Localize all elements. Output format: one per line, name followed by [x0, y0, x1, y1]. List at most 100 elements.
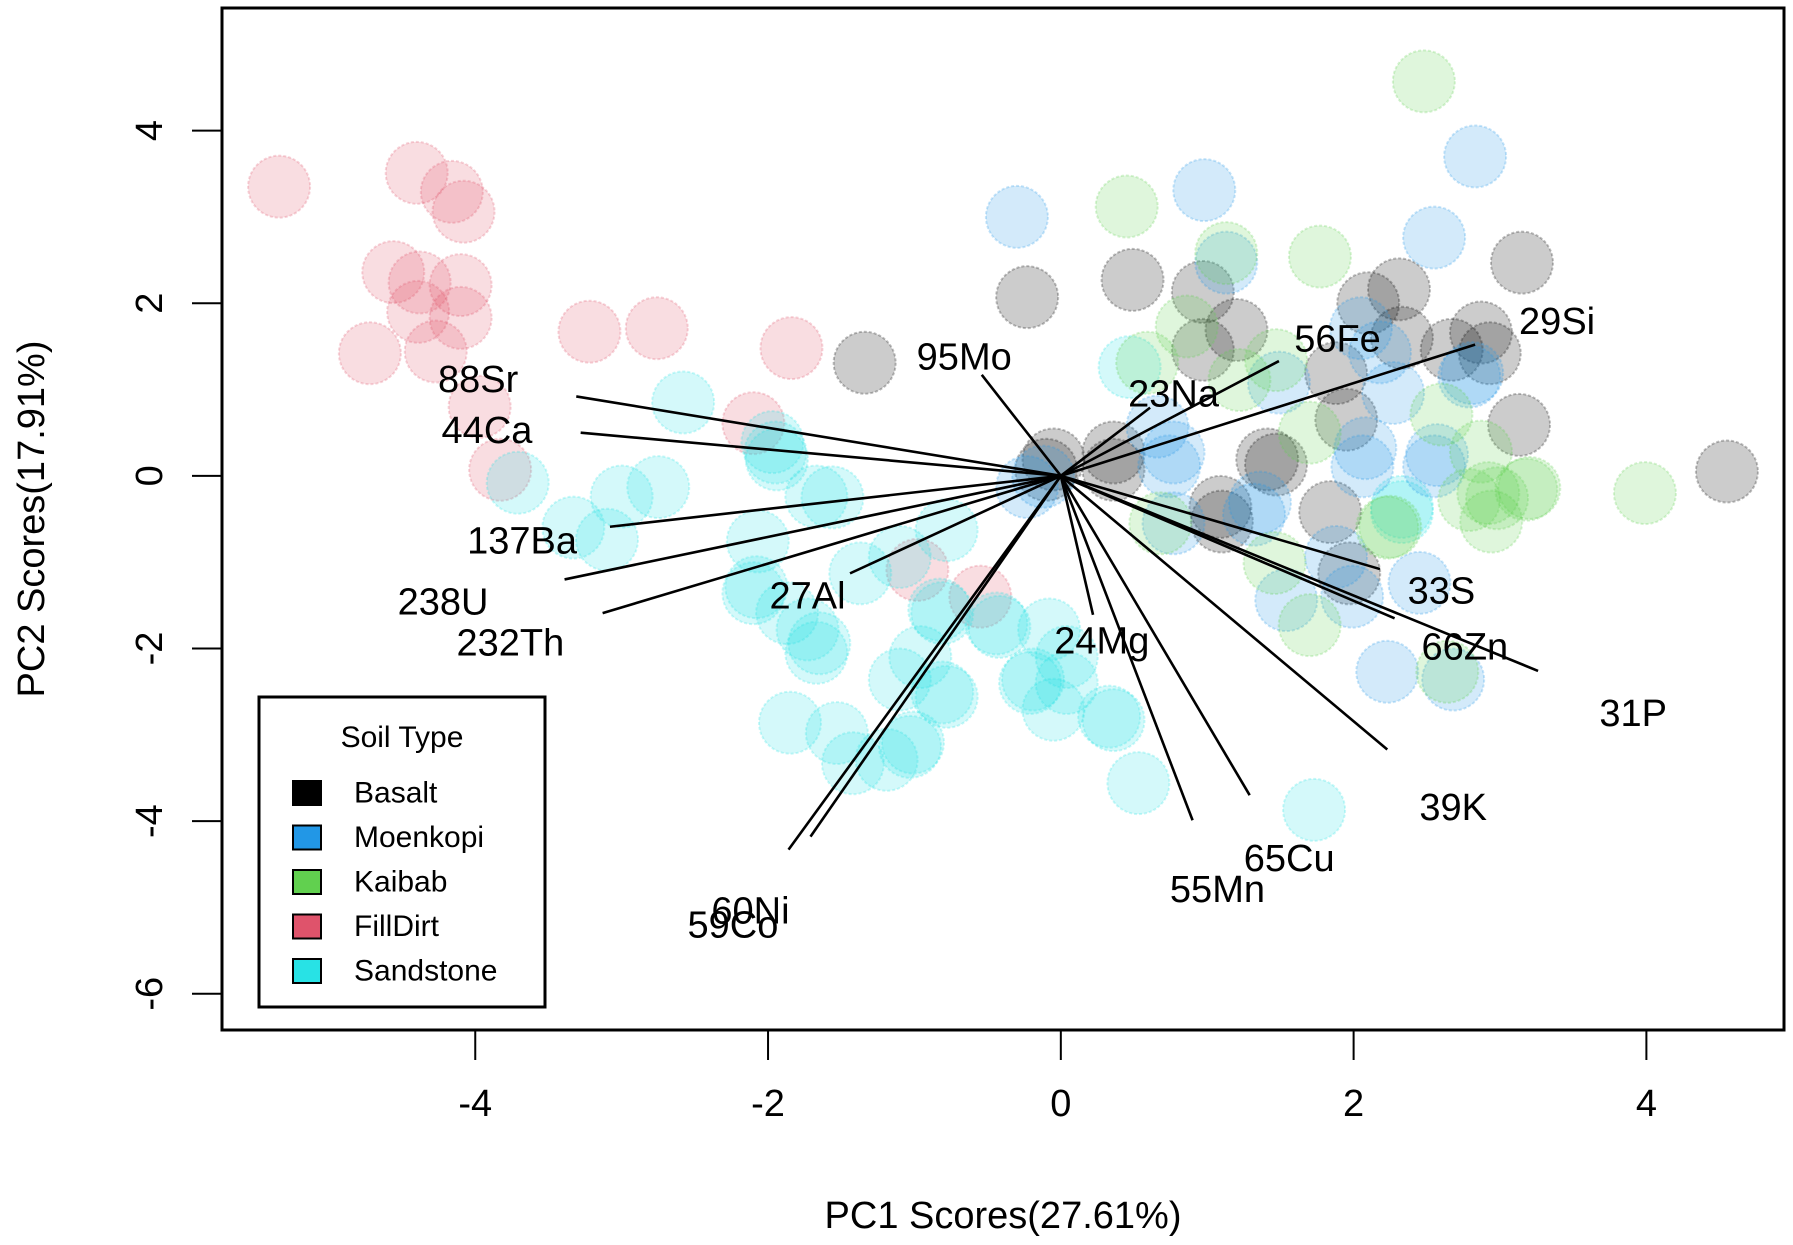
data-point — [967, 594, 1032, 659]
data-point — [1141, 420, 1206, 485]
loading-arrows-layer — [564, 343, 1539, 851]
data-point — [1188, 474, 1253, 539]
data-point — [447, 374, 512, 439]
data-point — [419, 159, 484, 224]
loading-label-24mg: 24Mg — [1054, 621, 1149, 663]
data-point — [1077, 684, 1142, 749]
series-basalt — [832, 230, 1759, 606]
data-point — [1170, 317, 1235, 382]
data-point — [1612, 461, 1677, 526]
data-point — [1304, 341, 1369, 406]
data-point — [1419, 317, 1484, 382]
data-point — [721, 391, 786, 456]
data-point — [1317, 541, 1382, 606]
y-tick-label: -4 — [129, 804, 171, 838]
loading-label-66zn: 66Zn — [1422, 627, 1509, 669]
data-point — [1489, 230, 1554, 295]
loading-label-56fe: 56Fe — [1294, 318, 1381, 360]
legend-swatch — [292, 913, 322, 940]
data-point — [914, 664, 979, 729]
data-point — [1314, 387, 1379, 452]
data-point — [1437, 468, 1502, 533]
data-point — [1172, 158, 1237, 223]
legend-box — [257, 695, 547, 1009]
data-point — [995, 265, 1060, 330]
data-point — [878, 714, 943, 779]
loading-label-65cu: 65Cu — [1244, 838, 1335, 880]
legend-swatch — [292, 824, 322, 851]
data-point — [1277, 593, 1342, 658]
y-tick-label: 4 — [129, 120, 171, 141]
plot-frame — [220, 6, 1786, 1032]
loading-arrow-60ni — [787, 475, 1062, 851]
loading-label-95mo: 95Mo — [917, 337, 1012, 379]
loading-label-39k: 39K — [1419, 787, 1487, 829]
data-point — [1001, 647, 1066, 712]
loading-arrow-27al — [849, 474, 1062, 575]
data-point — [1415, 639, 1480, 704]
legend-label: Basalt — [354, 777, 438, 810]
data-point — [1494, 457, 1559, 522]
loading-arrow-65cu — [1059, 475, 1251, 796]
data-point — [1207, 348, 1272, 413]
data-point — [867, 647, 932, 712]
data-point — [1235, 427, 1300, 492]
data-point — [888, 625, 953, 690]
data-point — [1355, 495, 1420, 560]
y-tick-label: -2 — [129, 632, 171, 666]
x-tick-label: -2 — [751, 1083, 785, 1125]
data-point — [1154, 294, 1219, 359]
data-point — [1097, 335, 1162, 400]
points-layer — [247, 49, 1759, 842]
loading-arrow-238u — [564, 474, 1062, 581]
data-point — [804, 701, 869, 766]
legend-swatch — [292, 869, 322, 895]
data-point — [910, 581, 975, 646]
data-point — [1369, 305, 1434, 370]
data-point — [431, 179, 496, 244]
data-point — [1456, 461, 1521, 526]
data-point — [984, 184, 1049, 249]
data-point — [867, 524, 932, 589]
y-tick-label: 2 — [129, 293, 171, 314]
loading-arrow-33s — [1060, 474, 1381, 571]
data-point — [1115, 330, 1180, 395]
data-point — [828, 541, 893, 606]
data-point — [428, 285, 493, 350]
series-sandstone — [485, 335, 1434, 842]
data-point — [247, 154, 312, 219]
data-point — [1320, 564, 1385, 629]
data-point — [1347, 320, 1412, 385]
data-point — [651, 370, 716, 435]
y-axis-title: PC2 Scores(17.91%) — [11, 341, 53, 698]
data-point — [1094, 174, 1159, 239]
data-point — [759, 316, 824, 381]
data-point — [832, 330, 897, 395]
data-point — [575, 507, 640, 572]
loading-label-60ni: 60Ni — [711, 891, 789, 933]
loading-label-137ba: 137Ba — [467, 520, 578, 562]
data-point — [557, 299, 622, 364]
data-point — [1355, 639, 1420, 704]
data-point — [387, 250, 452, 315]
data-point — [1402, 434, 1467, 499]
data-point — [386, 279, 451, 344]
loading-label-33s: 33S — [1408, 571, 1476, 613]
data-point — [384, 140, 449, 205]
data-point — [964, 591, 1029, 656]
data-point — [880, 710, 945, 775]
data-point — [1244, 432, 1309, 497]
data-point — [1465, 466, 1530, 531]
loading-arrow-59co — [809, 475, 1062, 838]
data-point — [914, 498, 979, 563]
data-point — [885, 537, 950, 602]
data-point — [787, 611, 852, 676]
data-point — [1298, 480, 1363, 545]
loading-arrow-88sr — [576, 395, 1062, 478]
loading-arrow-39k — [1059, 474, 1389, 751]
loading-label-31p: 31P — [1599, 693, 1667, 735]
loading-label-55mn: 55Mn — [1170, 869, 1265, 911]
data-point — [1391, 49, 1456, 114]
data-point — [1409, 382, 1474, 447]
data-point — [541, 495, 606, 560]
